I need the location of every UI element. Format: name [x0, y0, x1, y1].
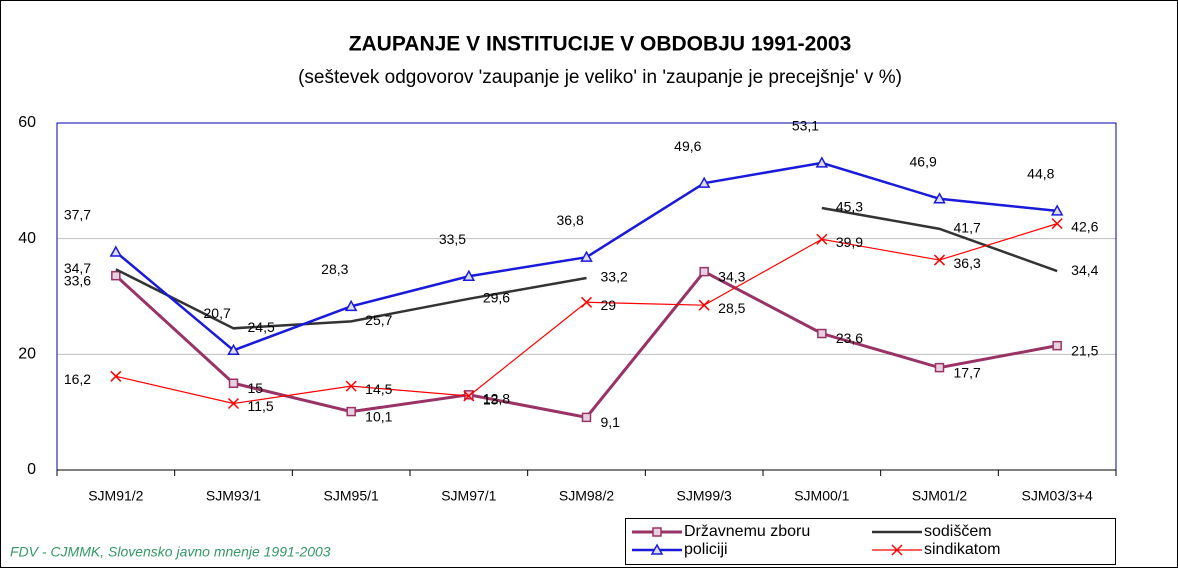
data-label: 36,8 [557, 212, 584, 228]
marker [933, 192, 946, 204]
marker [462, 269, 476, 282]
legend-label: Državnemu zboru [684, 523, 810, 540]
chart-title: ZAUPANJE V INSTITUCIJE V OBDOBJU 1991-20… [349, 33, 852, 56]
data-label: 15 [248, 380, 264, 396]
marker [697, 176, 711, 188]
legend [625, 518, 1116, 565]
marker [227, 397, 240, 410]
marker [1052, 340, 1062, 351]
data-label: 11,5 [248, 398, 274, 414]
marker [345, 380, 357, 392]
marker [463, 390, 475, 402]
data-label: 14,5 [365, 381, 392, 397]
data-label: 29 [601, 297, 617, 313]
data-label: 23,6 [836, 330, 863, 346]
data-label: 25,7 [365, 312, 392, 328]
marker [650, 543, 664, 555]
x-tick-label: SJM91/2 [88, 488, 143, 504]
marker [464, 390, 474, 400]
marker [580, 296, 593, 308]
marker [933, 254, 946, 266]
data-label: 53,1 [792, 118, 819, 134]
data-label: 36,3 [954, 255, 981, 271]
x-tick-label: SJM00/1 [794, 488, 849, 504]
data-label: 20,7 [204, 305, 231, 321]
marker [227, 343, 240, 356]
y-tick-label: 60 [18, 114, 36, 131]
x-tick-label: SJM99/3 [677, 488, 732, 504]
data-label: 34,7 [64, 260, 91, 276]
marker [652, 527, 662, 537]
marker [815, 156, 829, 168]
data-label: 39,9 [836, 234, 863, 250]
chart-subtitle: (seštevek odgovorov 'zaupanje je veliko'… [298, 67, 902, 88]
source: FDV - CJMMK, Slovensko javno mnenje 1991… [10, 544, 331, 560]
data-label: 45,3 [836, 199, 863, 215]
marker [581, 412, 592, 423]
data-label: 44,8 [1027, 166, 1054, 182]
marker [891, 544, 903, 556]
data-label: 9,1 [601, 414, 621, 430]
data-label: 10,1 [365, 408, 392, 424]
data-label: 41,7 [954, 220, 981, 236]
data-label: 34,3 [718, 268, 745, 284]
x-tick-label: SJM03/3+4 [1022, 488, 1093, 504]
data-label: 13 [483, 392, 499, 408]
data-label: 33,6 [64, 272, 91, 288]
data-label: 33,2 [601, 269, 628, 285]
marker [1051, 218, 1063, 230]
marker [346, 406, 356, 417]
x-tick-label: SJM01/2 [912, 488, 967, 504]
marker [934, 362, 945, 373]
marker [110, 370, 122, 382]
marker [580, 250, 593, 262]
legend-label: policiji [684, 541, 728, 558]
y-tick-label: 20 [18, 346, 36, 363]
marker [109, 245, 123, 257]
data-label: 42,6 [1071, 218, 1098, 234]
data-label: 16,2 [64, 371, 91, 387]
marker [111, 270, 121, 281]
marker [816, 233, 828, 245]
data-label: 46,9 [910, 153, 937, 169]
x-tick-label: SJM95/1 [324, 488, 379, 504]
marker [344, 299, 358, 312]
marker [817, 328, 827, 339]
data-label: 28,3 [321, 261, 348, 277]
y-tick-label: 0 [27, 461, 36, 478]
legend-label: sodiščem [924, 523, 992, 540]
data-label: 28,5 [718, 300, 745, 316]
marker [1050, 204, 1064, 216]
data-label: 49,6 [674, 138, 701, 154]
data-label: 24,5 [248, 319, 275, 335]
y-tick-label: 40 [18, 230, 36, 247]
data-label: 33,5 [439, 231, 466, 247]
marker [699, 266, 709, 277]
x-tick-label: SJM98/2 [559, 488, 614, 504]
data-label: 21,5 [1071, 342, 1098, 358]
legend-label: sindikatom [924, 541, 1000, 558]
data-label: 29,6 [483, 290, 510, 306]
x-tick-label: SJM93/1 [206, 488, 261, 504]
x-tick-label: SJM97/1 [441, 488, 496, 504]
data-label: 17,7 [954, 364, 981, 380]
data-label: 34,4 [1071, 262, 1098, 278]
data-label: 12,8 [483, 391, 510, 407]
series-line [115, 206, 1058, 330]
marker [698, 299, 710, 311]
data-label: 37,7 [64, 207, 91, 223]
marker [228, 378, 239, 388]
